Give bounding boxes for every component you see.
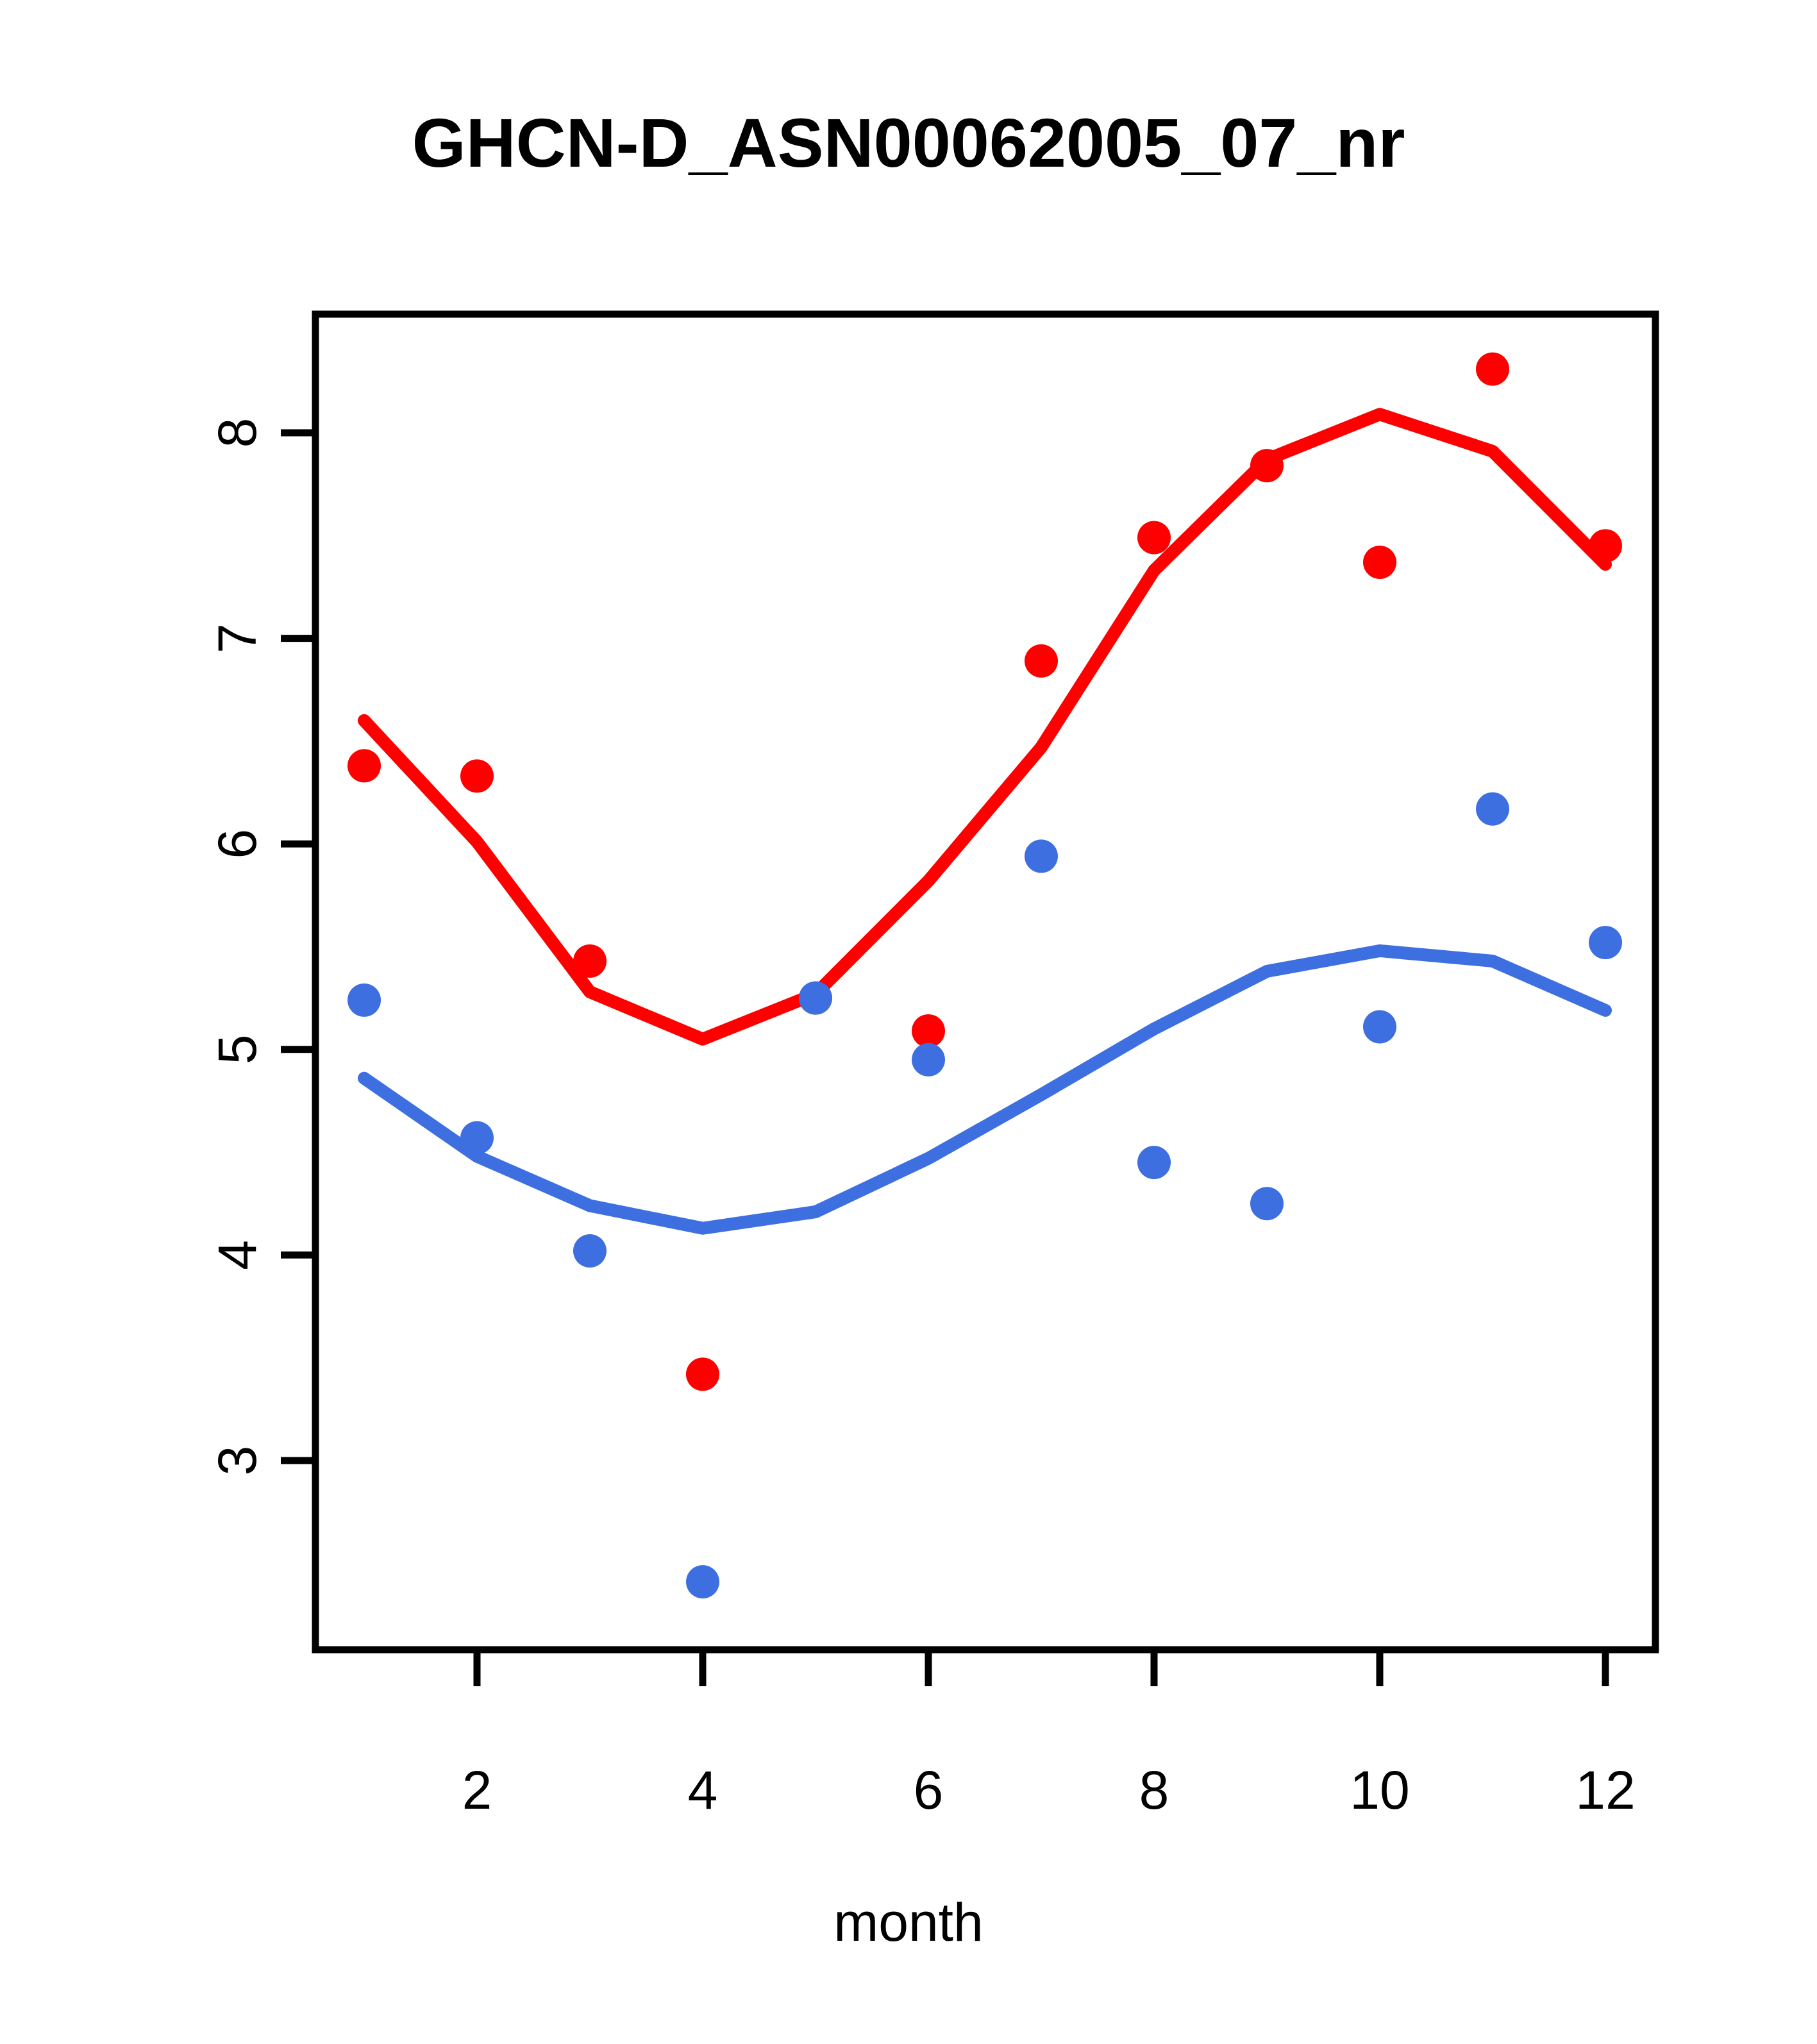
data-point bbox=[460, 759, 494, 793]
data-point bbox=[686, 1357, 719, 1391]
series-points bbox=[347, 352, 1622, 1599]
data-point bbox=[1476, 792, 1509, 826]
x-tick-label-8: 8 bbox=[1139, 1760, 1169, 1820]
page-title: GHCN-D_ASN00062005_07_nr bbox=[412, 104, 1405, 181]
data-point bbox=[460, 1121, 494, 1155]
data-point bbox=[573, 944, 607, 978]
data-point bbox=[347, 983, 381, 1017]
y-tick-label-4: 4 bbox=[207, 1240, 267, 1270]
x-axis-label: month bbox=[833, 1892, 984, 1952]
data-point bbox=[1137, 521, 1171, 555]
blue-points bbox=[347, 792, 1622, 1599]
x-axis-ticks bbox=[473, 1650, 1609, 1686]
y-tick-label-5: 5 bbox=[207, 1034, 267, 1064]
x-tick-label-6: 6 bbox=[914, 1760, 944, 1820]
data-point bbox=[1025, 839, 1058, 873]
x-tick-label-10: 10 bbox=[1350, 1760, 1409, 1820]
red-points bbox=[347, 352, 1622, 1391]
blue-smooth-line bbox=[358, 944, 1612, 1235]
data-point bbox=[1363, 545, 1396, 579]
plot-border bbox=[312, 310, 1659, 1654]
series-lines bbox=[358, 408, 1612, 1235]
data-point bbox=[1025, 644, 1058, 678]
x-tick-label-12: 12 bbox=[1575, 1760, 1635, 1820]
data-point bbox=[912, 1043, 945, 1076]
data-point bbox=[1137, 1146, 1171, 1180]
data-point bbox=[573, 1234, 607, 1268]
y-tick-label-3: 3 bbox=[207, 1446, 267, 1476]
red-smooth-line bbox=[358, 408, 1612, 1046]
x-tick-label-4: 4 bbox=[688, 1760, 718, 1820]
data-point bbox=[799, 981, 832, 1015]
data-point bbox=[1476, 352, 1509, 386]
data-point bbox=[1363, 1010, 1396, 1044]
y-tick-label-6: 6 bbox=[207, 829, 267, 859]
data-point bbox=[1250, 1187, 1284, 1221]
y-tick-label-8: 8 bbox=[207, 418, 267, 448]
data-point bbox=[912, 1014, 945, 1048]
data-point bbox=[1589, 926, 1622, 960]
y-tick-label-7: 7 bbox=[207, 623, 267, 653]
y-axis-ticks bbox=[281, 429, 315, 1464]
y-axis-tick-labels: 3 4 5 6 7 8 bbox=[207, 418, 267, 1476]
x-tick-label-2: 2 bbox=[462, 1760, 492, 1820]
data-point bbox=[347, 749, 381, 783]
data-point bbox=[1250, 449, 1284, 483]
data-point bbox=[686, 1565, 719, 1599]
x-axis-tick-labels: 2 4 6 8 10 12 bbox=[462, 1760, 1636, 1820]
data-point bbox=[1589, 529, 1622, 563]
